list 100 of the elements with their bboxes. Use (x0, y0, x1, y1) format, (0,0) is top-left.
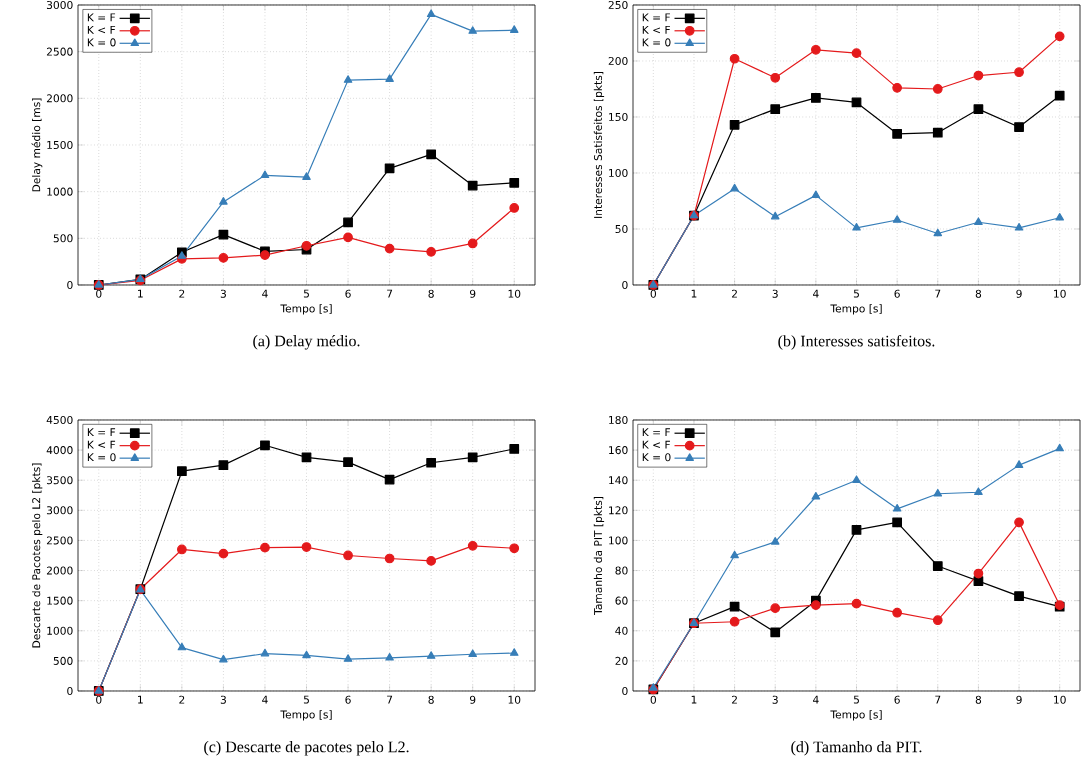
x-tick-label: 0 (96, 695, 102, 704)
x-tick-label: 9 (1016, 289, 1022, 298)
y-tick-label: 0 (67, 686, 73, 696)
y-tick-label: 200 (608, 56, 628, 66)
x-tick-label: 2 (731, 695, 737, 704)
y-tick-label: 250 (608, 0, 628, 10)
x-tick-label: 6 (345, 289, 351, 298)
y-tick-label: 0 (67, 280, 73, 290)
x-tick-label: 7 (387, 289, 393, 298)
text: (d) Tamanho da PIT. (791, 741, 922, 756)
y-tick-label: 20 (615, 656, 628, 665)
x-axis-title: Tempo [s] (280, 710, 332, 721)
y-axis-title: Descarte de Pacotes pelo L2 [pkts] (32, 463, 43, 648)
legend-label: K = 0 (87, 453, 116, 462)
x-tick-label: 3 (220, 695, 226, 704)
x-tick-label: 9 (469, 695, 476, 704)
x-axis-title: Tempo [s] (280, 304, 332, 315)
y-tick-label: 60 (615, 596, 628, 605)
x-tick-label: 4 (813, 695, 819, 704)
y-tick-label: 3000 (46, 0, 73, 10)
y-tick-label: 2500 (46, 47, 73, 56)
y-tick-label: 0 (622, 280, 628, 290)
x-tick-label: 7 (387, 695, 393, 704)
x-tick-label: 5 (853, 289, 859, 298)
x-tick-label: 6 (894, 695, 900, 704)
x-tick-label: 9 (1016, 695, 1022, 704)
y-axis-title: Tamanho da PIT [pkts] (593, 496, 605, 615)
y-tick-label: 3500 (46, 476, 73, 485)
y-tick-label: 150 (609, 112, 628, 122)
x-tick-label: 3 (220, 289, 226, 298)
x-tick-label: 5 (853, 695, 859, 704)
x-tick-label: 8 (428, 289, 434, 298)
legend-label: K < F (642, 440, 670, 449)
y-tick-label: 120 (609, 506, 628, 515)
x-tick-label: 0 (650, 695, 657, 704)
y-tick-label: 2000 (46, 566, 73, 575)
legend-label: K < F (87, 25, 116, 34)
y-tick-label: 180 (609, 415, 628, 425)
x-tick-label: 10 (1054, 289, 1066, 298)
x-tick-label: 2 (179, 695, 185, 704)
x-tick-label: 5 (303, 695, 309, 704)
legend-label: K = F (87, 428, 116, 437)
y-tick-label: 500 (53, 234, 73, 243)
legend-label: K = F (642, 13, 670, 22)
legend-label: K = 0 (642, 38, 671, 47)
y-tick-label: 100 (609, 168, 628, 178)
legend-label: K < F (642, 25, 670, 34)
x-tick-label: 1 (691, 695, 697, 704)
y-tick-label: 4000 (46, 446, 73, 455)
y-tick-label: 140 (609, 476, 628, 485)
x-tick-label: 6 (894, 289, 900, 298)
x-tick-label: 2 (179, 289, 185, 298)
y-tick-label: 1500 (47, 596, 73, 605)
x-tick-label: 0 (650, 289, 657, 298)
x-tick-label: 8 (975, 695, 982, 704)
x-tick-label: 10 (508, 695, 521, 704)
x-tick-label: 8 (975, 289, 982, 298)
x-tick-label: 9 (469, 289, 476, 298)
y-tick-label: 80 (615, 566, 628, 575)
x-tick-label: 0 (96, 289, 102, 298)
x-tick-label: 7 (935, 695, 941, 704)
legend-label: K = F (642, 428, 670, 437)
y-axis-title: Delay médio [ms] (31, 98, 43, 192)
x-tick-label: 7 (935, 289, 941, 298)
y-tick-label: 1000 (47, 626, 73, 635)
x-tick-label: 1 (138, 695, 143, 704)
y-tick-label: 2500 (46, 536, 73, 545)
y-tick-label: 1500 (47, 140, 73, 150)
x-tick-label: 3 (772, 289, 778, 298)
y-tick-label: 0 (622, 686, 628, 696)
y-axis-title: Interesses Satisfeitos [pkts] (593, 71, 605, 218)
text: (b) Interesses satisfeitos. (778, 335, 935, 350)
y-tick-label: 1000 (47, 187, 73, 196)
x-tick-label: 10 (1054, 695, 1066, 704)
x-tick-label: 10 (508, 289, 521, 298)
x-axis-title: Tempo [s] (830, 304, 882, 315)
legend-label: K = 0 (87, 38, 116, 47)
legend-label: K < F (87, 440, 116, 449)
x-tick-label: 4 (262, 695, 268, 704)
x-tick-label: 4 (813, 289, 819, 298)
x-tick-label: 5 (303, 289, 309, 298)
x-tick-label: 1 (691, 289, 697, 298)
y-tick-label: 4500 (46, 415, 73, 425)
y-tick-label: 40 (615, 626, 628, 635)
y-tick-label: 160 (609, 446, 628, 455)
x-tick-label: 8 (428, 695, 434, 704)
legend-label: K = 0 (642, 453, 671, 462)
legend-label: K = F (87, 13, 116, 22)
y-tick-label: 2000 (46, 94, 73, 103)
x-tick-label: 3 (772, 695, 778, 704)
y-tick-label: 100 (609, 536, 628, 545)
x-tick-label: 1 (138, 289, 143, 298)
y-tick-label: 500 (53, 656, 73, 665)
y-tick-label: 3000 (46, 506, 73, 515)
x-axis-title: Tempo [s] (830, 710, 882, 721)
text: (a) Delay médio. (253, 335, 360, 350)
y-tick-label: 50 (615, 224, 628, 234)
x-tick-label: 2 (731, 289, 737, 298)
x-tick-label: 6 (345, 695, 351, 704)
text: (c) Descarte de pacotes pelo L2. (204, 741, 409, 756)
